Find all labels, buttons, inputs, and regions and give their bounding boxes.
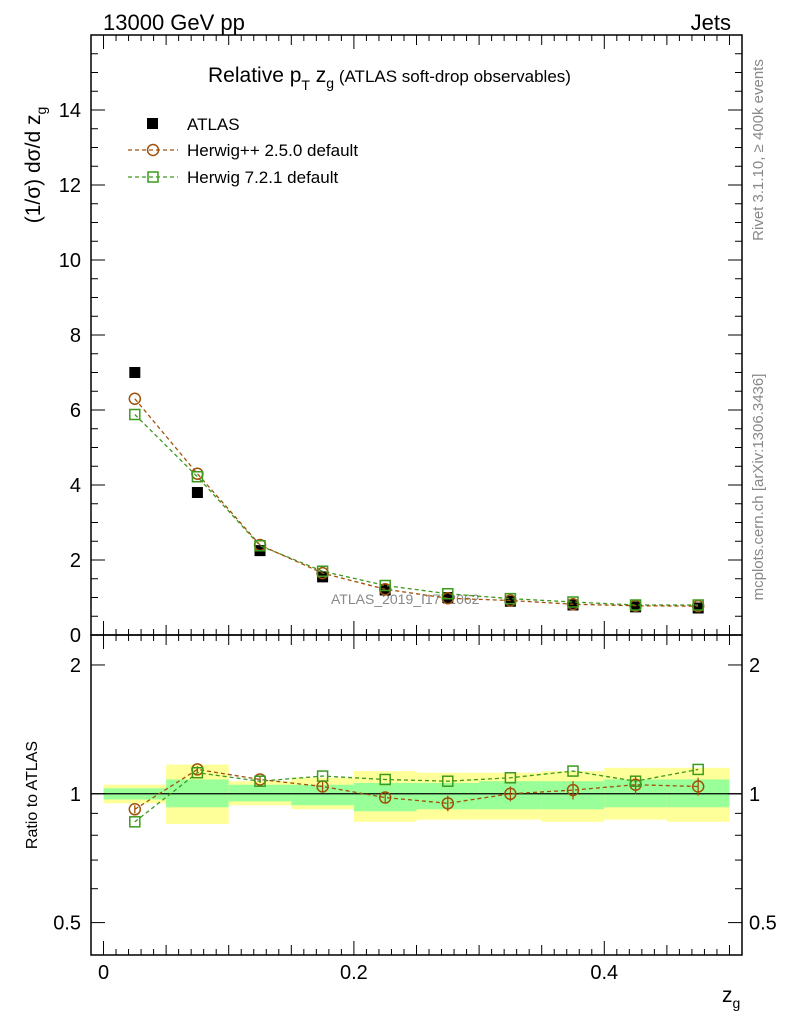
- main-y-tick-label: 2: [70, 550, 81, 572]
- title-mid: z: [310, 64, 326, 87]
- herwig721-ratio-point: [692, 763, 704, 776]
- data-series: [128, 367, 705, 828]
- rivet-version-text: Rivet 3.1.10, ≥ 400k events: [750, 59, 767, 241]
- plot-title: Relative pT zg (ATLAS soft-drop observab…: [208, 64, 571, 93]
- herwig721-point: [567, 596, 579, 608]
- legend-data-label: ATLAS: [187, 115, 240, 134]
- y-axis-label-ratio: Ratio to ATLAS: [24, 741, 41, 849]
- atlas-data-point: [191, 487, 203, 498]
- title-sub: T: [301, 77, 310, 93]
- y-axis-label-main: (1/σ) dσ/d zg: [22, 107, 49, 224]
- herwig721-ratio-point: [379, 773, 391, 786]
- ratio-y-tick-label: 2: [70, 655, 81, 677]
- ratio-band-inner: [228, 784, 292, 802]
- atlas-data-point: [442, 592, 454, 603]
- title-sub2: g: [326, 75, 334, 91]
- herwig721-ratio-point: [316, 770, 329, 782]
- ratio-y-tick-label: 0.5: [53, 913, 81, 935]
- herwig250-point: [191, 467, 204, 480]
- x-tick-label: 0.4: [590, 962, 618, 984]
- legend-mc1-marker: [146, 143, 160, 157]
- analysis-watermark: ATLAS_2019_I1772062: [331, 591, 480, 607]
- herwig721-ratio-point: [191, 766, 204, 779]
- title-suffix: (ATLAS soft-drop observables): [334, 67, 571, 86]
- atlas-data-point: [567, 599, 579, 611]
- atlas-data-point: [504, 595, 516, 607]
- herwig250-ratio-point: [378, 791, 392, 804]
- herwig250-ratio-point: [691, 780, 705, 793]
- atlas-data-point: [129, 367, 141, 378]
- ratio-band-inner: [291, 784, 354, 806]
- x-axis-label-sub: g: [733, 995, 741, 1011]
- herwig721-point: [254, 540, 266, 552]
- ratio-y-tick-label: 1: [70, 784, 81, 806]
- main-y-tick-label: 4: [70, 475, 81, 497]
- herwig250-ratio-line: [134, 768, 699, 810]
- legend-mc1-label: Herwig++ 2.5.0 default: [187, 141, 358, 160]
- herwig721-point: [191, 471, 204, 483]
- main-y-tick-label: 14: [59, 100, 81, 122]
- herwig721-point: [442, 588, 454, 600]
- main-y-tick-label: 6: [70, 400, 81, 422]
- main-y-tick-label: 10: [59, 250, 81, 272]
- main-y-tick-label: 8: [70, 325, 81, 347]
- herwig250-ratio-point: [128, 803, 142, 816]
- herwig721-ratio-point: [254, 775, 266, 787]
- y-axis-label-main-sub: g: [33, 107, 49, 115]
- herwig721-point: [692, 599, 704, 611]
- axis-ticks: [91, 34, 742, 955]
- title-prefix: Relative p: [208, 64, 301, 87]
- y-axis-label-main-text: (1/σ) dσ/d z: [22, 115, 45, 224]
- main-y-tick-label: 0: [70, 625, 81, 647]
- ratio-y-tick-label-right: 2: [749, 655, 760, 677]
- herwig250-ratio-point: [566, 783, 580, 797]
- ratio-y-tick-label-right: 1: [749, 784, 760, 806]
- header-category: Jets: [691, 10, 731, 35]
- herwig721-ratio-point: [129, 816, 141, 828]
- legend-mc2-marker: [147, 171, 159, 183]
- herwig721-point: [316, 565, 329, 577]
- herwig250-point: [128, 392, 142, 405]
- herwig250-ratio-point: [441, 797, 455, 810]
- legend: ATLAS Herwig++ 2.5.0 default Herwig 7.2.…: [128, 115, 358, 187]
- herwig721-line: [134, 414, 699, 606]
- x-tick-label: 0: [98, 962, 109, 984]
- herwig721-ratio-point: [629, 775, 642, 787]
- atlas-data-point: [630, 601, 642, 613]
- legend-mc2-label: Herwig 7.2.1 default: [187, 168, 338, 187]
- x-tick-label: 0.2: [340, 962, 368, 984]
- herwig721-ratio-point: [504, 772, 517, 784]
- ratio-bands: [91, 764, 742, 824]
- herwig250-ratio-point: [504, 787, 517, 801]
- atlas-data-point: [692, 602, 704, 614]
- herwig721-ratio-point: [567, 765, 579, 777]
- ratio-y-tick-label-right: 0.5: [749, 913, 777, 935]
- x-axis-label: zg: [722, 984, 740, 1011]
- herwig721-point: [129, 408, 141, 421]
- herwig721-point: [379, 579, 391, 592]
- herwig250-line: [134, 398, 699, 607]
- herwig721-ratio-point: [442, 775, 454, 787]
- legend-data-marker: [147, 118, 158, 129]
- main-y-tick-label: 12: [59, 175, 81, 197]
- herwig721-point: [629, 599, 642, 611]
- x-axis-label-text: z: [722, 984, 733, 1007]
- mcplots-credit-text: mcplots.cern.ch [arXiv:1306.3436]: [750, 374, 767, 601]
- herwig721-point: [504, 592, 517, 605]
- header-energy: 13000 GeV pp: [103, 10, 245, 35]
